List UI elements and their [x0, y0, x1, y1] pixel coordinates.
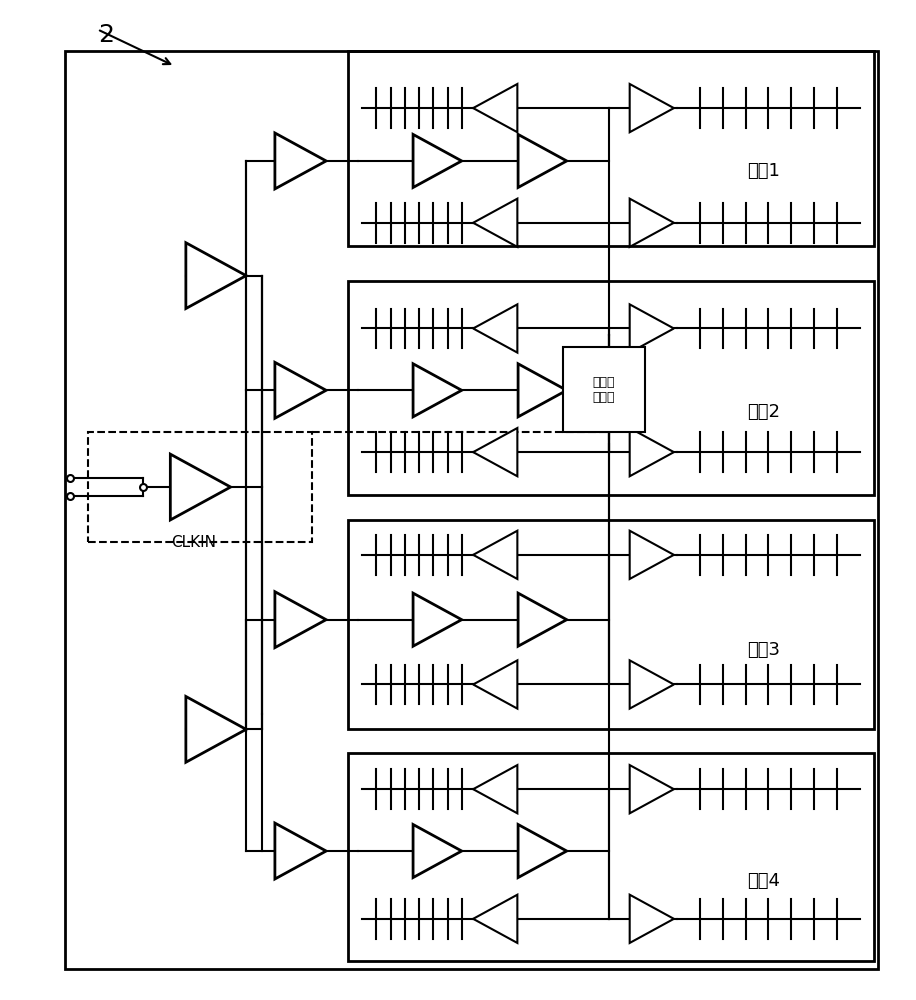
- Polygon shape: [474, 84, 518, 132]
- Text: CLKIN: CLKIN: [170, 535, 215, 550]
- Polygon shape: [474, 199, 518, 247]
- Polygon shape: [518, 134, 567, 187]
- Polygon shape: [474, 895, 518, 943]
- Polygon shape: [275, 362, 326, 418]
- FancyBboxPatch shape: [563, 347, 645, 432]
- Polygon shape: [413, 364, 462, 417]
- Polygon shape: [186, 696, 246, 762]
- Text: 2: 2: [98, 23, 114, 47]
- Polygon shape: [518, 824, 567, 878]
- Polygon shape: [275, 823, 326, 879]
- Polygon shape: [413, 824, 462, 878]
- Polygon shape: [629, 895, 674, 943]
- Polygon shape: [629, 428, 674, 476]
- Polygon shape: [629, 660, 674, 709]
- Text: 裸片3: 裸片3: [747, 641, 780, 659]
- Polygon shape: [275, 133, 326, 189]
- Polygon shape: [518, 364, 567, 417]
- Polygon shape: [474, 531, 518, 579]
- Text: 裸片2: 裸片2: [747, 403, 780, 421]
- Polygon shape: [474, 304, 518, 353]
- Polygon shape: [629, 199, 674, 247]
- Polygon shape: [629, 84, 674, 132]
- Polygon shape: [413, 134, 462, 187]
- Polygon shape: [474, 765, 518, 813]
- Polygon shape: [474, 660, 518, 709]
- Polygon shape: [629, 531, 674, 579]
- Polygon shape: [629, 765, 674, 813]
- Polygon shape: [170, 454, 231, 520]
- Text: 时钟产
生模块: 时钟产 生模块: [593, 376, 616, 404]
- Polygon shape: [629, 304, 674, 353]
- Text: 裸片4: 裸片4: [747, 872, 780, 890]
- Polygon shape: [275, 592, 326, 648]
- Polygon shape: [518, 593, 567, 646]
- Text: 裸片1: 裸片1: [747, 162, 780, 180]
- Polygon shape: [474, 428, 518, 476]
- Polygon shape: [186, 243, 246, 309]
- Polygon shape: [413, 593, 462, 646]
